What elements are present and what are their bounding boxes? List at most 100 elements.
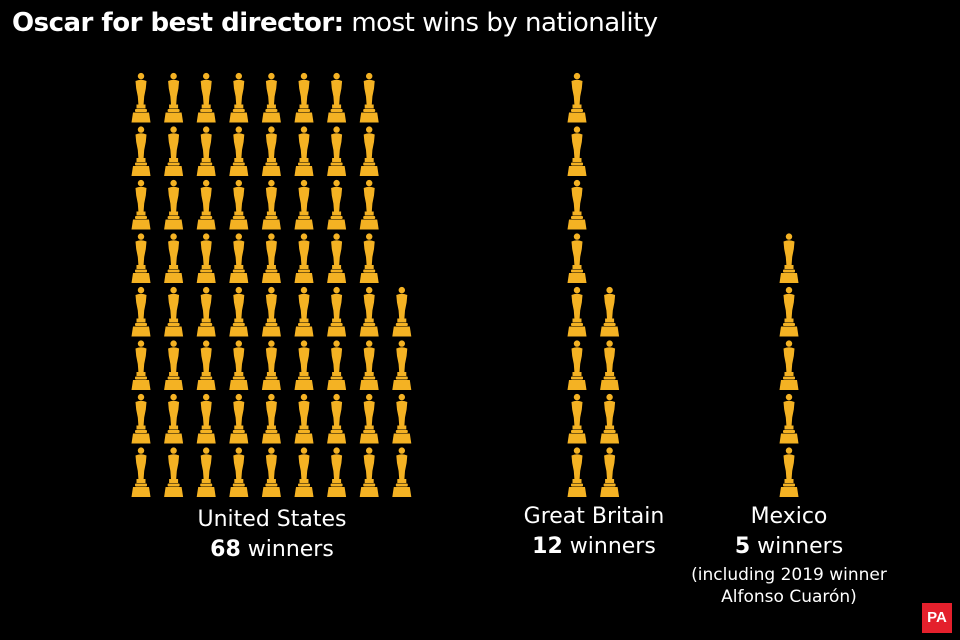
title-bold: Oscar for best director: — [12, 8, 344, 38]
title-rest: most wins by nationality — [351, 8, 658, 38]
oscar-icon — [196, 126, 216, 176]
oscar-icon — [327, 233, 347, 283]
oscar-icon — [196, 233, 216, 283]
oscar-icon — [131, 179, 151, 230]
value-label: 12 — [532, 534, 563, 559]
oscar-icon — [359, 447, 379, 497]
note: (including 2019 winner Alfonso Cuarón) — [691, 565, 887, 607]
oscar-icon — [567, 72, 587, 123]
oscar-icon — [294, 72, 314, 123]
oscar-icon — [131, 393, 151, 444]
oscar-icon — [229, 447, 249, 497]
oscar-icon — [196, 447, 216, 497]
oscar-icon — [261, 447, 281, 497]
oscar-icon — [229, 340, 249, 390]
oscar-icon — [392, 286, 412, 337]
oscar-icon — [359, 233, 379, 283]
oscar-icon — [131, 340, 151, 390]
oscar-icon — [359, 340, 379, 390]
oscar-icon — [600, 393, 620, 444]
oscar-icon — [392, 340, 412, 390]
category-label: United States 68 winners — [152, 505, 392, 565]
oscar-icon — [164, 126, 184, 176]
oscar-icon — [779, 286, 799, 337]
oscar-icon — [164, 286, 184, 337]
value-label: 5 — [734, 534, 751, 559]
oscar-icon — [261, 393, 281, 444]
oscar-icon — [229, 126, 249, 176]
oscar-icon — [261, 233, 281, 283]
oscar-icon — [196, 286, 216, 337]
oscar-icon — [392, 447, 412, 497]
oscar-icon — [131, 286, 151, 337]
category-label: Mexico 5 winners — [669, 502, 909, 562]
category-name: Mexico — [750, 504, 828, 529]
oscar-icon — [327, 72, 347, 123]
oscar-icon — [164, 393, 184, 444]
oscar-icon — [567, 286, 587, 337]
unit-label: winners — [247, 537, 334, 562]
oscar-icon — [779, 393, 799, 444]
oscar-icon — [327, 126, 347, 176]
oscar-icon — [131, 233, 151, 283]
oscar-icon — [196, 179, 216, 230]
oscar-icon — [359, 179, 379, 230]
oscar-icon — [779, 447, 799, 497]
chart-title: Oscar for best director: most wins by na… — [12, 8, 658, 38]
oscar-icon — [294, 233, 314, 283]
oscar-icon — [392, 393, 412, 444]
oscar-icon — [600, 447, 620, 497]
oscar-icon — [567, 393, 587, 444]
oscar-icon — [196, 340, 216, 390]
oscar-icon — [567, 340, 587, 390]
oscar-icon — [779, 340, 799, 390]
oscar-icon — [567, 447, 587, 497]
oscar-icon — [229, 72, 249, 123]
oscar-icon — [359, 286, 379, 337]
category-name: United States — [197, 507, 347, 532]
oscar-icon — [327, 340, 347, 390]
oscar-icon — [327, 393, 347, 444]
oscar-icon — [229, 286, 249, 337]
value-label: 68 — [210, 537, 241, 562]
oscar-icon — [294, 179, 314, 230]
oscar-icon — [359, 393, 379, 444]
oscar-icon — [294, 286, 314, 337]
oscar-icon — [261, 286, 281, 337]
oscar-icon — [261, 340, 281, 390]
oscar-icon — [229, 393, 249, 444]
oscar-icon — [229, 233, 249, 283]
oscar-icon — [600, 340, 620, 390]
oscar-icon — [131, 126, 151, 176]
logo: PA — [922, 603, 952, 633]
oscar-icon — [164, 340, 184, 390]
oscar-icon — [164, 447, 184, 497]
oscar-icon — [567, 233, 587, 283]
oscar-icon — [779, 233, 799, 283]
oscar-icon — [131, 447, 151, 497]
oscar-icon — [294, 393, 314, 444]
oscar-icon — [294, 340, 314, 390]
oscar-icon — [164, 179, 184, 230]
oscar-icon — [164, 72, 184, 123]
oscar-icon — [327, 179, 347, 230]
oscar-icon — [600, 286, 620, 337]
oscar-icon — [196, 393, 216, 444]
oscar-icon — [567, 179, 587, 230]
oscar-icon — [261, 126, 281, 176]
unit-label: winners — [569, 534, 656, 559]
unit-label: winners — [757, 534, 844, 559]
category-name: Great Britain — [523, 504, 665, 529]
oscar-icon — [294, 447, 314, 497]
oscar-icon — [131, 72, 151, 123]
oscar-icon — [261, 72, 281, 123]
oscar-icon — [294, 126, 314, 176]
oscar-icon — [261, 179, 281, 230]
oscar-icon — [359, 126, 379, 176]
oscar-icon — [567, 126, 587, 176]
oscar-icon — [327, 447, 347, 497]
oscar-icon — [229, 179, 249, 230]
oscar-icon — [359, 72, 379, 123]
category-label: Great Britain 12 winners — [474, 502, 714, 562]
